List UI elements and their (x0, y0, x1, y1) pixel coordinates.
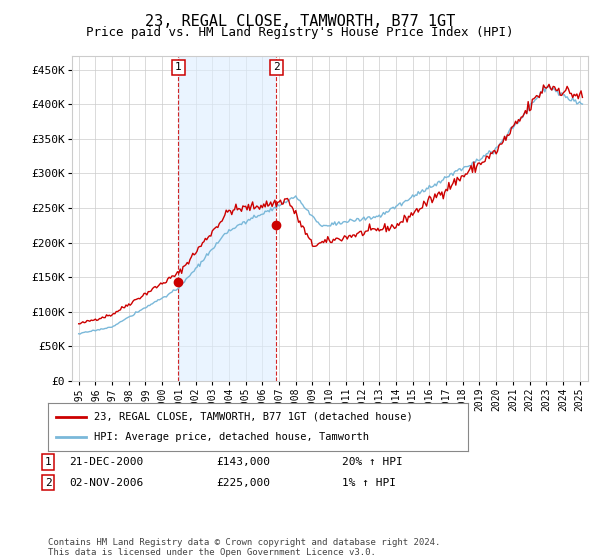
Text: £225,000: £225,000 (216, 478, 270, 488)
Text: Contains HM Land Registry data © Crown copyright and database right 2024.
This d: Contains HM Land Registry data © Crown c… (48, 538, 440, 557)
Text: £143,000: £143,000 (216, 457, 270, 467)
Bar (178, 56, 277, 381)
Text: 21-DEC-2000: 21-DEC-2000 (69, 457, 143, 467)
Text: 2: 2 (44, 478, 52, 488)
Text: 23, REGAL CLOSE, TAMWORTH, B77 1GT: 23, REGAL CLOSE, TAMWORTH, B77 1GT (145, 14, 455, 29)
Text: HPI: Average price, detached house, Tamworth: HPI: Average price, detached house, Tamw… (94, 432, 369, 442)
Text: 1% ↑ HPI: 1% ↑ HPI (342, 478, 396, 488)
Text: 2: 2 (273, 62, 280, 72)
Text: 1: 1 (175, 62, 182, 72)
Text: Price paid vs. HM Land Registry's House Price Index (HPI): Price paid vs. HM Land Registry's House … (86, 26, 514, 39)
Text: 20% ↑ HPI: 20% ↑ HPI (342, 457, 403, 467)
Text: 02-NOV-2006: 02-NOV-2006 (69, 478, 143, 488)
Text: 1: 1 (44, 457, 52, 467)
Text: 23, REGAL CLOSE, TAMWORTH, B77 1GT (detached house): 23, REGAL CLOSE, TAMWORTH, B77 1GT (deta… (94, 412, 413, 422)
